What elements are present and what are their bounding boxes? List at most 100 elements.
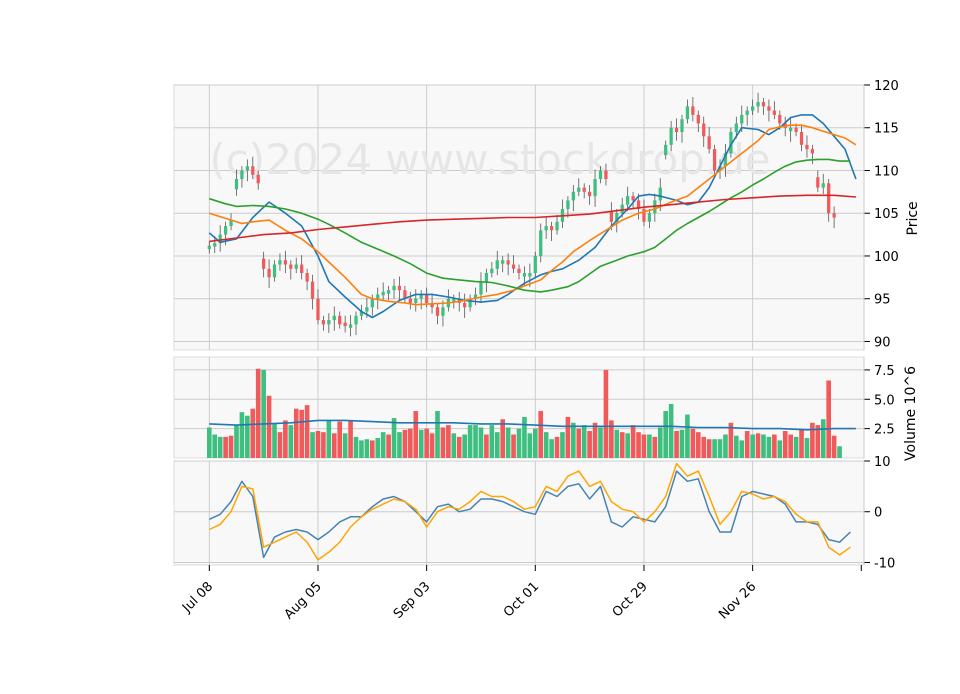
volume-bar-up (668, 403, 674, 458)
volume-bar-up (353, 436, 359, 458)
volume-bar-down (369, 440, 375, 458)
candle-up (272, 264, 277, 278)
candle-up (392, 285, 396, 291)
volume-bar-up (391, 418, 397, 458)
candle-down (805, 144, 809, 150)
volume-bar-down (429, 433, 435, 458)
candle-down (707, 136, 711, 150)
volume-bar-up (467, 425, 473, 458)
volume-bar-up (375, 438, 381, 458)
candle-down (631, 196, 635, 201)
volume-bar-down (538, 411, 544, 458)
candle-up (370, 298, 374, 308)
moving-average-line-ma_fast (208, 114, 857, 319)
volume-bar-down (223, 436, 228, 458)
y-tick-label: 0 (874, 506, 882, 521)
candle-down (588, 191, 592, 197)
candle-up (577, 187, 581, 192)
volume-bar-down (413, 411, 419, 458)
volume-bar-down (337, 421, 343, 458)
volume-bar-down (500, 419, 506, 458)
volume-bar-down (695, 432, 701, 458)
candle-down (609, 211, 613, 222)
volume-bar-up (598, 427, 603, 458)
candle-up (278, 260, 282, 265)
candle-down (799, 132, 804, 145)
volume-bar-up (761, 434, 766, 458)
volume-bar-up (418, 429, 424, 458)
y-tick-label: 105 (874, 207, 899, 222)
candle-up (376, 294, 380, 299)
candle-down (827, 183, 831, 214)
grid-lines (174, 84, 864, 565)
candle-down (636, 200, 641, 209)
candle-up (240, 170, 244, 180)
candle-down (642, 208, 646, 222)
y-tick-label: 90 (874, 335, 891, 350)
candle-up (386, 290, 391, 294)
volume-bar-up (326, 420, 332, 458)
candle-up (669, 127, 673, 145)
watermark: (c)2024 www.stockdrop.de (209, 135, 770, 184)
volume-bar-up (657, 427, 663, 458)
volume-bar-up (777, 440, 783, 458)
y-tick-label: 7.5 (874, 364, 895, 379)
volume-bar-up (527, 433, 533, 458)
price-axis-label: Price (905, 201, 921, 235)
candle-down (397, 285, 402, 291)
candle-up (615, 213, 619, 222)
volume-bar-up (494, 432, 500, 458)
volume-bar-down (701, 436, 707, 458)
volume-bar-up (685, 414, 690, 458)
volume-bar-down (630, 425, 636, 458)
candle-up (745, 110, 749, 115)
volume-bar-down (592, 422, 598, 458)
volume-bar-down (744, 430, 750, 458)
candle-down (425, 294, 429, 303)
candle-up (593, 179, 597, 197)
candle-up (555, 221, 559, 231)
volume-bar-up (234, 425, 239, 458)
candle-up (821, 183, 825, 188)
candle-up (528, 273, 532, 277)
candle-down (310, 281, 315, 299)
candle-up (229, 220, 233, 227)
candle-down (712, 149, 717, 171)
volume-bar-up (712, 439, 717, 458)
candle-up (626, 196, 630, 205)
oscillator-line-osc_a (208, 470, 851, 559)
candle-up (756, 102, 760, 107)
candle-up (522, 273, 527, 277)
candle-up (685, 106, 690, 120)
volume-bar-up (207, 427, 212, 458)
volume-bar-down (826, 380, 831, 458)
volume-bar-up (560, 432, 565, 458)
moving-average-line-ma_long (209, 194, 856, 243)
volume-bar-down (255, 368, 261, 458)
candle-up (365, 307, 369, 312)
volume-bar-down (690, 428, 696, 458)
candle-up (348, 324, 353, 328)
volume-bar-down (674, 430, 679, 458)
volume-bar-up (310, 432, 315, 458)
candle-up (680, 119, 684, 133)
volume-bar-up (734, 435, 739, 458)
candle-down (511, 264, 516, 269)
volume-bar-up (793, 436, 799, 458)
candle-up (718, 166, 722, 171)
candle-up (441, 307, 445, 316)
volume-bar-down (299, 409, 304, 458)
volume-bar-up (516, 428, 522, 458)
volume-bar-down (728, 422, 734, 458)
y-tick-label: 10 (874, 455, 891, 470)
candle-down (517, 268, 521, 274)
volume-bar-up (272, 423, 277, 458)
candle-up (207, 245, 211, 250)
candle-down (794, 127, 798, 133)
volume-bar-up (647, 434, 652, 458)
volume-bar-down (408, 428, 413, 458)
oscillator-line-osc_b (208, 462, 851, 561)
candle-up (223, 226, 228, 235)
volume-bar-up (505, 427, 511, 458)
